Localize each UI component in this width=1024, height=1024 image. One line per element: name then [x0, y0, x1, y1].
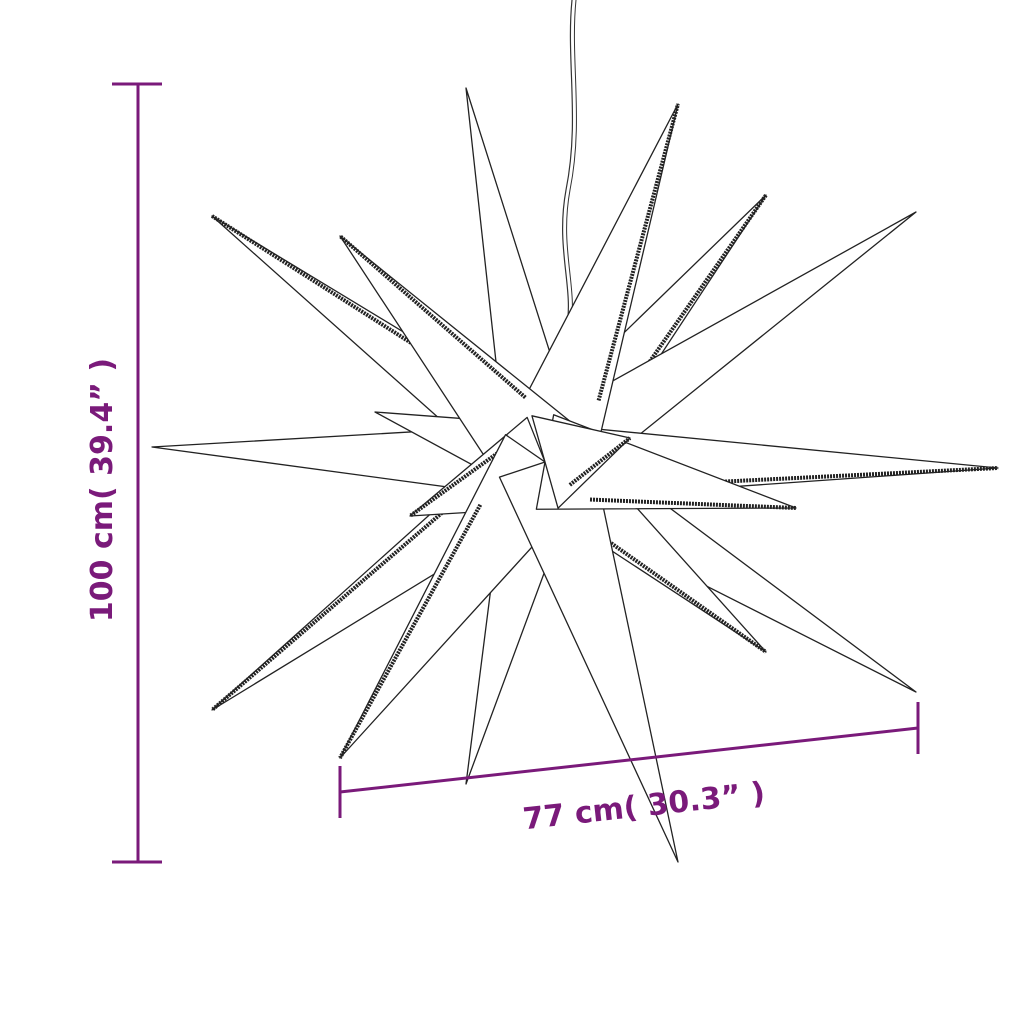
led-strip: [408, 444, 509, 518]
height-dimension: 100 cm( 39.4” ): [85, 82, 162, 864]
led-strip: [210, 491, 467, 712]
led-strip: [589, 497, 797, 510]
led-strip: [596, 103, 680, 401]
star-spike: [531, 415, 631, 509]
hanging-cable: [562, 0, 577, 331]
height-label: 100 cm( 39.4” ): [85, 358, 120, 622]
star-lamp: [151, 87, 999, 863]
led-strip: [338, 234, 527, 399]
led-strip: [338, 503, 483, 759]
led-strip: [568, 436, 632, 487]
